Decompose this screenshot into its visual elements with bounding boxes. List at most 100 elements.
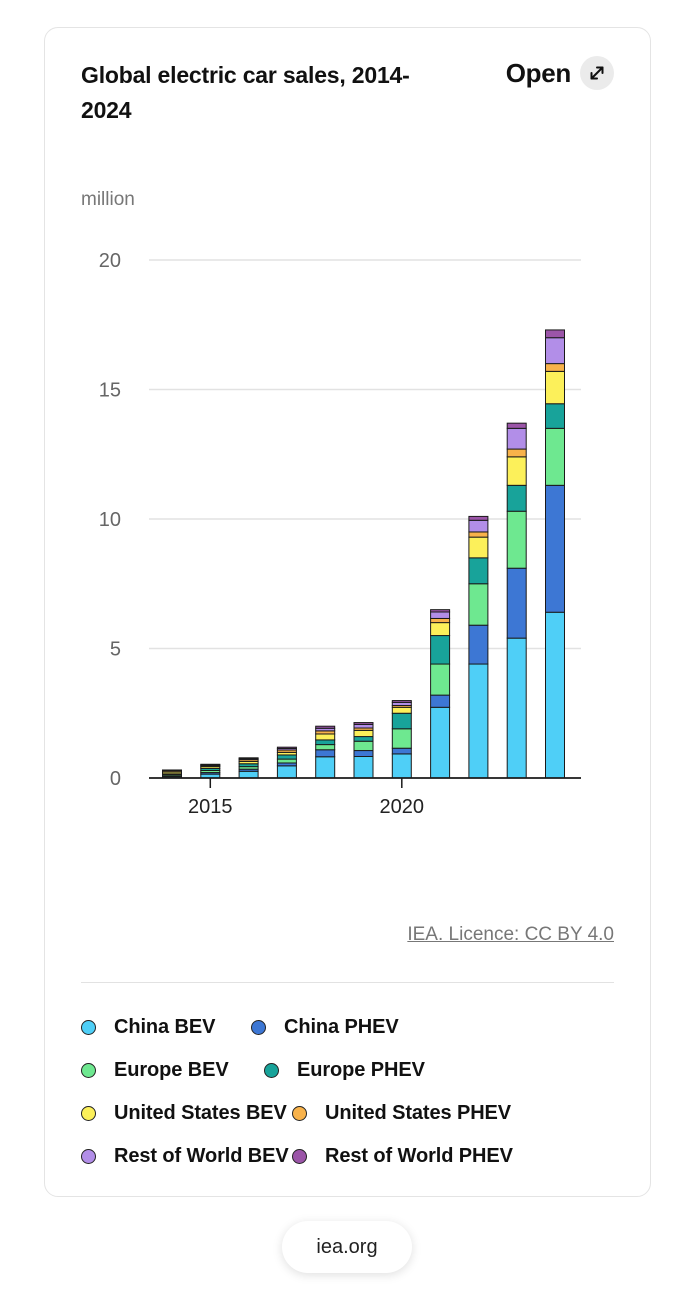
legend-swatch-icon bbox=[81, 1020, 96, 1035]
legend-item-china-phev[interactable]: China PHEV bbox=[251, 1016, 399, 1039]
bar-segment-2021-china-phev bbox=[430, 694, 451, 708]
bar-segment-2018-europe-phev bbox=[315, 739, 336, 746]
bar-segment-2024-china-phev bbox=[545, 484, 565, 613]
legend-row: China BEV China PHEV bbox=[81, 1006, 621, 1049]
legend-swatch-icon bbox=[251, 1020, 266, 1035]
legend-item-united-states-phev[interactable]: United States PHEV bbox=[292, 1102, 511, 1125]
legend-swatch-icon bbox=[81, 1106, 96, 1121]
bar-segment-2024-europe-phev bbox=[545, 403, 565, 429]
bar-segment-2024-rest-of-world-phev bbox=[545, 329, 565, 339]
bar-segment-2015-rest-of-world-phev bbox=[200, 763, 221, 766]
bar-segment-2017-rest-of-world-phev bbox=[276, 746, 297, 749]
bar-segment-2022-china-bev bbox=[468, 663, 489, 779]
chart-card: Global electric car sales, 2014-2024 Ope… bbox=[44, 27, 651, 1197]
bar-segment-2023-europe-bev bbox=[506, 510, 527, 569]
bar-segment-2018-united-states-bev bbox=[315, 733, 336, 741]
bar-segment-2019-europe-phev bbox=[353, 736, 374, 742]
bar-segment-2023-rest-of-world-phev bbox=[506, 422, 527, 429]
bar-segment-2017-europe-phev bbox=[276, 754, 297, 760]
bar-segment-2019-united-states-bev bbox=[353, 729, 374, 738]
legend-row: Rest of World BEV Rest of World PHEV bbox=[81, 1135, 621, 1178]
bar-segment-2021-united-states-phev bbox=[430, 617, 451, 624]
bar-segment-2016-china-bev bbox=[238, 770, 259, 779]
licence-link[interactable]: IEA. Licence: CC BY 4.0 bbox=[407, 924, 614, 945]
bar-segment-2022-united-states-bev bbox=[468, 536, 489, 559]
legend-item-rest-of-world-phev[interactable]: Rest of World PHEV bbox=[292, 1145, 513, 1168]
bar-segment-2024-china-bev bbox=[545, 611, 565, 779]
bar-segment-2024-europe-bev bbox=[545, 427, 565, 486]
bar-segment-2018-china-phev bbox=[315, 749, 336, 758]
legend-label: China BEV bbox=[114, 1016, 216, 1038]
y-tick-label-15: 15 bbox=[99, 380, 121, 402]
y-tick-label-5: 5 bbox=[110, 639, 121, 661]
bar-segment-2024-rest-of-world-bev bbox=[545, 337, 565, 365]
bar-segment-2024-united-states-phev bbox=[545, 363, 565, 372]
bar-segment-2018-europe-bev bbox=[315, 744, 336, 751]
bar-segment-2019-europe-bev bbox=[353, 740, 374, 752]
legend-label: Rest of World PHEV bbox=[325, 1145, 513, 1167]
expand-arrows-icon bbox=[590, 66, 604, 80]
bar-segment-2022-europe-phev bbox=[468, 557, 489, 585]
stacked-bar-chart: million 0 5 10 15 20 2015 2020 bbox=[81, 189, 581, 818]
legend-label: United States PHEV bbox=[325, 1102, 512, 1124]
bar-segment-2018-china-bev bbox=[315, 756, 336, 779]
bar-segment-2022-europe-bev bbox=[468, 583, 489, 626]
bar-segment-2023-united-states-bev bbox=[506, 456, 527, 486]
bar-segment-2019-rest-of-world-phev bbox=[353, 722, 374, 725]
bar-segment-2023-europe-phev bbox=[506, 484, 527, 512]
source-link[interactable]: iea.org bbox=[282, 1221, 412, 1273]
bar-segment-2024-united-states-bev bbox=[545, 370, 565, 405]
bar-segment-2020-europe-phev bbox=[391, 712, 412, 730]
bar-segment-2019-rest-of-world-bev bbox=[353, 723, 374, 729]
chart-title: Global electric car sales, 2014-2024 bbox=[81, 62, 410, 123]
bar-segment-2022-rest-of-world-bev bbox=[468, 519, 489, 533]
bar-segment-2020-china-bev bbox=[391, 753, 412, 779]
legend-swatch-icon bbox=[81, 1149, 96, 1164]
bar-segment-2019-china-phev bbox=[353, 750, 374, 758]
bar-segment-2023-china-phev bbox=[506, 567, 527, 639]
bar-segment-2017-china-bev bbox=[276, 765, 297, 779]
legend-row: Europe BEV Europe PHEV bbox=[81, 1049, 621, 1092]
chart-legend: China BEV China PHEV Europe BEV Europe PHEV… bbox=[81, 1006, 621, 1178]
bar-segment-2016-rest-of-world-phev bbox=[238, 757, 259, 760]
bar-segment-2020-china-phev bbox=[391, 747, 412, 755]
bar-segment-2018-rest-of-world-phev bbox=[315, 725, 336, 729]
bar-segment-2021-europe-phev bbox=[430, 635, 451, 665]
bar-segment-2021-rest-of-world-bev bbox=[430, 611, 451, 619]
bar-segment-2023-rest-of-world-bev bbox=[506, 427, 527, 450]
legend-item-rest-of-world-bev[interactable]: Rest of World BEV bbox=[81, 1145, 292, 1168]
bar-segment-2020-united-states-bev bbox=[391, 706, 412, 714]
bar-segment-2021-rest-of-world-phev bbox=[430, 609, 451, 613]
bar-segment-2020-europe-bev bbox=[391, 728, 412, 749]
legend-swatch-icon bbox=[292, 1106, 307, 1121]
y-tick-label-10: 10 bbox=[99, 509, 121, 531]
bar-segment-2022-rest-of-world-phev bbox=[468, 515, 489, 521]
legend-swatch-icon bbox=[264, 1063, 279, 1078]
bar-segment-2023-china-bev bbox=[506, 637, 527, 779]
open-label: Open bbox=[505, 57, 572, 88]
legend-item-europe-phev[interactable]: Europe PHEV bbox=[264, 1059, 425, 1082]
y-axis-unit-label: million bbox=[81, 189, 135, 210]
y-tick-label-20: 20 bbox=[99, 250, 121, 272]
bar-segment-2023-united-states-phev bbox=[506, 448, 527, 458]
legend-label: China PHEV bbox=[284, 1016, 399, 1038]
bar-segment-2020-rest-of-world-phev bbox=[391, 700, 412, 703]
expand-icon bbox=[580, 56, 614, 90]
x-tick-label-2015: 2015 bbox=[188, 796, 233, 818]
legend-item-europe-bev[interactable]: Europe BEV bbox=[81, 1059, 264, 1082]
legend-row: United States BEV United States PHEV bbox=[81, 1092, 621, 1135]
open-button[interactable]: Open bbox=[506, 56, 614, 90]
bar-segment-2019-china-bev bbox=[353, 756, 374, 779]
bar-segment-2022-united-states-phev bbox=[468, 531, 489, 538]
legend-label: United States BEV bbox=[114, 1102, 287, 1124]
bar-segment-2021-china-bev bbox=[430, 706, 451, 779]
legend-item-united-states-bev[interactable]: United States BEV bbox=[81, 1102, 292, 1125]
bar-segment-2021-united-states-bev bbox=[430, 622, 451, 637]
legend-swatch-icon bbox=[292, 1149, 307, 1164]
x-tick-label-2020: 2020 bbox=[380, 796, 425, 818]
y-tick-label-0: 0 bbox=[110, 768, 121, 790]
bar-segment-2021-europe-bev bbox=[430, 663, 451, 696]
legend-item-china-bev[interactable]: China BEV bbox=[81, 1016, 251, 1039]
legend-divider bbox=[81, 982, 614, 983]
bar-segment-2017-europe-bev bbox=[276, 758, 297, 764]
